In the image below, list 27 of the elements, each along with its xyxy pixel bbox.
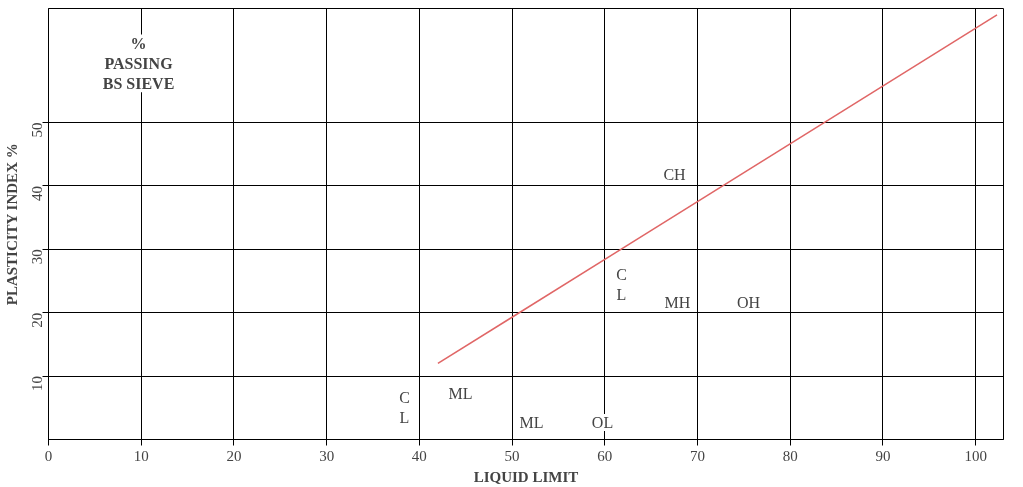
annotation: C L [399,388,410,427]
x-tick-label: 100 [964,447,987,464]
x-tick-label: 90 [875,447,891,464]
annotation: CH [663,166,687,183]
y-tick-label: 50 [29,122,46,138]
x-tick-label: 30 [319,447,335,464]
x-axis-title: LIQUID LIMIT [473,468,579,485]
annotation: OL [591,414,614,431]
x-tick-label: 40 [411,447,427,464]
y-axis-title: PLASTICITY INDEX % [3,143,20,306]
y-tick-label: 30 [29,249,46,265]
x-tick-label: 80 [782,447,798,464]
x-tick-label: 60 [597,447,613,464]
x-tick-label: 20 [226,447,242,464]
y-tick-label: 40 [29,185,46,201]
x-tick-label: 0 [44,447,53,464]
y-tick-label: 10 [29,376,46,392]
annotation: C L [616,265,627,304]
annotation: OH [736,294,761,311]
annotation: ML [519,414,544,431]
annotation: % PASSING BS SIEVE [102,34,175,93]
annotation: ML [448,385,473,402]
x-tick-label: 10 [133,447,149,464]
x-tick-label: 50 [504,447,520,464]
y-tick-label: 20 [29,312,46,328]
x-tick-label: 70 [690,447,706,464]
annotation: MH [664,294,691,311]
